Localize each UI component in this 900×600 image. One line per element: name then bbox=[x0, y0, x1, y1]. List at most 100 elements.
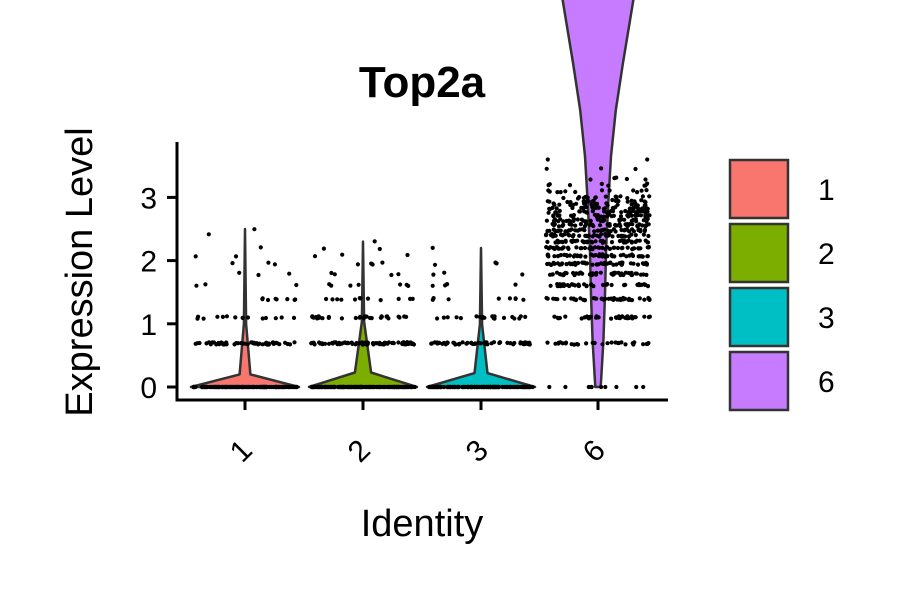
points-2 bbox=[309, 239, 417, 390]
data-point bbox=[552, 246, 557, 251]
data-point bbox=[642, 282, 647, 287]
legend-label-2: 2 bbox=[818, 238, 835, 271]
data-point bbox=[582, 260, 587, 265]
data-point bbox=[339, 316, 344, 321]
data-point bbox=[365, 296, 371, 301]
data-point bbox=[645, 157, 650, 162]
data-point bbox=[635, 190, 640, 195]
data-point bbox=[556, 224, 562, 229]
data-point bbox=[593, 239, 598, 244]
data-point bbox=[557, 282, 562, 287]
data-point bbox=[239, 384, 245, 390]
data-point bbox=[435, 316, 440, 321]
data-point bbox=[623, 296, 628, 301]
data-point bbox=[441, 315, 446, 320]
data-point bbox=[429, 341, 434, 346]
data-point bbox=[483, 341, 488, 346]
data-point bbox=[545, 239, 550, 244]
data-point bbox=[512, 340, 517, 346]
data-point bbox=[621, 240, 627, 245]
data-point bbox=[454, 315, 459, 320]
data-point bbox=[327, 282, 332, 287]
data-point bbox=[367, 315, 373, 321]
data-point bbox=[611, 206, 616, 211]
data-point bbox=[640, 254, 645, 259]
data-point bbox=[558, 228, 563, 233]
data-point bbox=[474, 314, 479, 319]
data-point bbox=[233, 254, 239, 259]
x-axis: 1 2 3 6 bbox=[175, 398, 668, 469]
data-point bbox=[311, 384, 316, 390]
data-point bbox=[581, 209, 587, 214]
data-point bbox=[377, 246, 382, 252]
data-point bbox=[578, 296, 583, 301]
data-point bbox=[581, 199, 586, 204]
legend-label-3: 3 bbox=[818, 302, 835, 335]
data-point bbox=[217, 342, 222, 347]
data-point bbox=[572, 342, 577, 347]
data-point bbox=[574, 201, 579, 206]
data-point bbox=[316, 314, 321, 319]
data-point bbox=[560, 240, 565, 245]
data-point bbox=[598, 228, 603, 233]
data-point bbox=[626, 316, 631, 321]
data-point bbox=[642, 314, 647, 319]
data-point bbox=[554, 206, 559, 211]
data-point bbox=[441, 384, 446, 390]
data-point bbox=[427, 384, 432, 390]
data-point bbox=[641, 232, 647, 237]
data-point bbox=[206, 340, 212, 345]
data-point bbox=[567, 261, 572, 266]
data-point bbox=[582, 298, 587, 303]
data-point bbox=[626, 238, 631, 243]
points-3 bbox=[427, 245, 535, 390]
data-point bbox=[397, 384, 402, 390]
data-point bbox=[565, 283, 570, 288]
data-point bbox=[378, 384, 383, 390]
data-point bbox=[598, 223, 603, 228]
legend-label-1: 1 bbox=[818, 174, 835, 207]
data-point bbox=[629, 198, 634, 203]
data-point bbox=[568, 200, 573, 205]
data-point bbox=[233, 315, 238, 320]
data-point bbox=[647, 194, 652, 199]
data-point bbox=[503, 384, 508, 390]
data-point bbox=[625, 199, 630, 204]
data-point bbox=[352, 297, 358, 302]
data-point bbox=[397, 315, 402, 320]
data-point bbox=[643, 177, 648, 182]
data-point bbox=[368, 384, 373, 390]
data-point bbox=[630, 247, 635, 252]
data-point bbox=[371, 342, 376, 347]
data-point bbox=[335, 341, 340, 346]
data-point bbox=[356, 282, 361, 287]
data-point bbox=[251, 384, 256, 390]
data-point bbox=[355, 262, 360, 267]
data-point bbox=[203, 384, 208, 390]
data-point bbox=[553, 229, 558, 234]
data-point bbox=[618, 194, 623, 199]
data-point bbox=[609, 282, 614, 288]
data-point bbox=[573, 223, 578, 228]
data-point bbox=[600, 240, 605, 245]
data-point bbox=[630, 341, 635, 346]
data-point bbox=[266, 260, 271, 265]
data-point bbox=[641, 342, 646, 347]
data-point bbox=[565, 199, 570, 205]
data-point bbox=[634, 210, 639, 215]
data-point bbox=[638, 227, 643, 232]
data-point bbox=[596, 214, 601, 219]
data-point bbox=[607, 246, 613, 251]
data-point bbox=[581, 205, 586, 211]
data-point bbox=[617, 218, 622, 223]
data-point bbox=[582, 245, 588, 251]
data-point bbox=[561, 219, 566, 224]
data-point bbox=[584, 341, 589, 346]
data-point bbox=[582, 282, 587, 287]
data-point bbox=[588, 177, 593, 182]
data-point bbox=[555, 297, 560, 302]
data-point bbox=[496, 384, 501, 390]
data-point bbox=[285, 341, 290, 347]
data-point bbox=[220, 342, 226, 347]
y-tick-label: 1 bbox=[140, 309, 157, 342]
